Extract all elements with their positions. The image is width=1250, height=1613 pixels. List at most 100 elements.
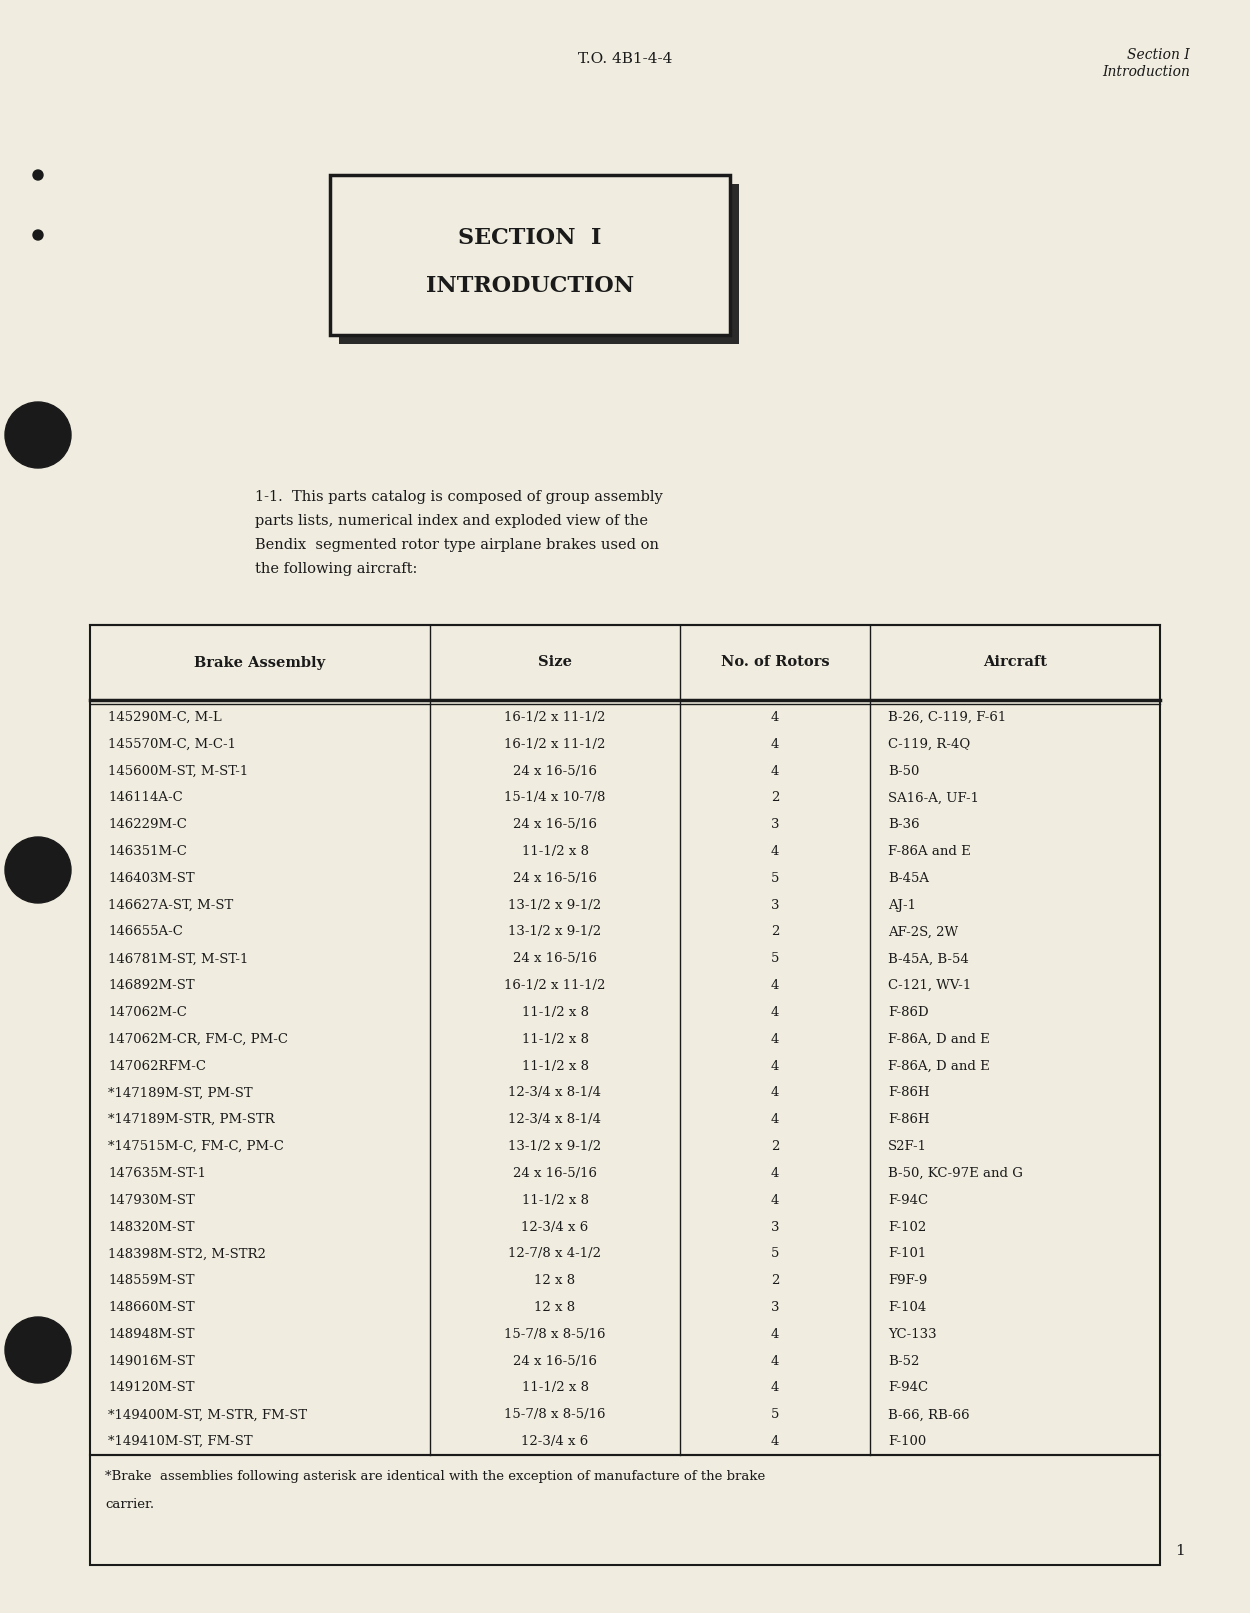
Text: 4: 4 bbox=[771, 1436, 779, 1448]
Text: 1-1.  This parts catalog is composed of group assembly: 1-1. This parts catalog is composed of g… bbox=[255, 490, 662, 503]
Text: 145570M-C, M-C-1: 145570M-C, M-C-1 bbox=[107, 737, 236, 750]
Text: F-86A, D and E: F-86A, D and E bbox=[888, 1032, 990, 1045]
Text: 3: 3 bbox=[771, 818, 779, 831]
Text: 147062RFM-C: 147062RFM-C bbox=[107, 1060, 206, 1073]
Text: 145290M-C, M-L: 145290M-C, M-L bbox=[107, 711, 221, 724]
Text: 146781M-ST, M-ST-1: 146781M-ST, M-ST-1 bbox=[107, 952, 249, 965]
Circle shape bbox=[32, 169, 43, 181]
Text: 4: 4 bbox=[771, 711, 779, 724]
Text: 4: 4 bbox=[771, 1327, 779, 1340]
Text: 16-1/2 x 11-1/2: 16-1/2 x 11-1/2 bbox=[504, 737, 606, 750]
Text: YC-133: YC-133 bbox=[888, 1327, 936, 1340]
Text: F-104: F-104 bbox=[888, 1302, 926, 1315]
Text: 5: 5 bbox=[771, 1408, 779, 1421]
Text: 4: 4 bbox=[771, 1381, 779, 1395]
Text: 12-3/4 x 6: 12-3/4 x 6 bbox=[521, 1436, 589, 1448]
Text: 15-7/8 x 8-5/16: 15-7/8 x 8-5/16 bbox=[504, 1327, 606, 1340]
Text: 11-1/2 x 8: 11-1/2 x 8 bbox=[521, 1381, 589, 1395]
Text: B-50: B-50 bbox=[888, 765, 920, 777]
Text: F-102: F-102 bbox=[888, 1221, 926, 1234]
Text: F-86A and E: F-86A and E bbox=[888, 845, 971, 858]
Text: 12-3/4 x 8-1/4: 12-3/4 x 8-1/4 bbox=[509, 1113, 601, 1126]
Text: parts lists, numerical index and exploded view of the: parts lists, numerical index and explode… bbox=[255, 515, 648, 527]
Text: 12 x 8: 12 x 8 bbox=[535, 1274, 575, 1287]
Circle shape bbox=[5, 837, 71, 903]
Text: 147062M-C: 147062M-C bbox=[107, 1007, 188, 1019]
Text: B-36: B-36 bbox=[888, 818, 920, 831]
Text: 2: 2 bbox=[771, 926, 779, 939]
Text: F-100: F-100 bbox=[888, 1436, 926, 1448]
Text: 149016M-ST: 149016M-ST bbox=[107, 1355, 195, 1368]
Text: F-94C: F-94C bbox=[888, 1194, 928, 1207]
Bar bbox=[339, 184, 739, 344]
Text: F-94C: F-94C bbox=[888, 1381, 928, 1395]
Text: INTRODUCTION: INTRODUCTION bbox=[426, 274, 634, 297]
Text: 2: 2 bbox=[771, 1140, 779, 1153]
Bar bbox=[330, 174, 730, 336]
Text: 13-1/2 x 9-1/2: 13-1/2 x 9-1/2 bbox=[509, 898, 601, 911]
Text: 146114A-C: 146114A-C bbox=[107, 792, 182, 805]
Text: Brake Assembly: Brake Assembly bbox=[195, 655, 325, 669]
Text: 4: 4 bbox=[771, 1087, 779, 1100]
Text: 4: 4 bbox=[771, 1060, 779, 1073]
Text: 4: 4 bbox=[771, 1355, 779, 1368]
Text: 146229M-C: 146229M-C bbox=[107, 818, 188, 831]
Text: 11-1/2 x 8: 11-1/2 x 8 bbox=[521, 1060, 589, 1073]
Text: 13-1/2 x 9-1/2: 13-1/2 x 9-1/2 bbox=[509, 1140, 601, 1153]
Circle shape bbox=[5, 402, 71, 468]
Text: B-45A, B-54: B-45A, B-54 bbox=[888, 952, 969, 965]
Text: 4: 4 bbox=[771, 845, 779, 858]
Text: 2: 2 bbox=[771, 1274, 779, 1287]
Text: 24 x 16-5/16: 24 x 16-5/16 bbox=[512, 1355, 598, 1368]
Text: 148660M-ST: 148660M-ST bbox=[107, 1302, 195, 1315]
Text: 4: 4 bbox=[771, 1194, 779, 1207]
Text: the following aircraft:: the following aircraft: bbox=[255, 561, 418, 576]
Text: Size: Size bbox=[538, 655, 572, 669]
Text: 4: 4 bbox=[771, 737, 779, 750]
Text: AF-2S, 2W: AF-2S, 2W bbox=[888, 926, 959, 939]
Text: B-50, KC-97E and G: B-50, KC-97E and G bbox=[888, 1166, 1022, 1179]
Text: 147930M-ST: 147930M-ST bbox=[107, 1194, 195, 1207]
Text: 145600M-ST, M-ST-1: 145600M-ST, M-ST-1 bbox=[107, 765, 249, 777]
Text: 24 x 16-5/16: 24 x 16-5/16 bbox=[512, 873, 598, 886]
Text: 147062M-CR, FM-C, PM-C: 147062M-CR, FM-C, PM-C bbox=[107, 1032, 288, 1045]
Text: *147515M-C, FM-C, PM-C: *147515M-C, FM-C, PM-C bbox=[107, 1140, 284, 1153]
Text: 3: 3 bbox=[771, 1302, 779, 1315]
Circle shape bbox=[5, 1316, 71, 1382]
Text: 13-1/2 x 9-1/2: 13-1/2 x 9-1/2 bbox=[509, 926, 601, 939]
Bar bbox=[90, 1455, 1160, 1565]
Text: 148320M-ST: 148320M-ST bbox=[107, 1221, 195, 1234]
Text: 24 x 16-5/16: 24 x 16-5/16 bbox=[512, 952, 598, 965]
Text: S2F-1: S2F-1 bbox=[888, 1140, 928, 1153]
Text: *147189M-STR, PM-STR: *147189M-STR, PM-STR bbox=[107, 1113, 275, 1126]
Text: F-86H: F-86H bbox=[888, 1087, 930, 1100]
Text: Aircraft: Aircraft bbox=[982, 655, 1048, 669]
Text: 24 x 16-5/16: 24 x 16-5/16 bbox=[512, 765, 598, 777]
Text: 4: 4 bbox=[771, 1007, 779, 1019]
Text: 149120M-ST: 149120M-ST bbox=[107, 1381, 195, 1395]
Text: 12-3/4 x 6: 12-3/4 x 6 bbox=[521, 1221, 589, 1234]
Text: 146655A-C: 146655A-C bbox=[107, 926, 182, 939]
Text: Introduction: Introduction bbox=[1102, 65, 1190, 79]
Text: F9F-9: F9F-9 bbox=[888, 1274, 928, 1287]
Text: F-86D: F-86D bbox=[888, 1007, 929, 1019]
Text: SA16-A, UF-1: SA16-A, UF-1 bbox=[888, 792, 979, 805]
Text: 3: 3 bbox=[771, 1221, 779, 1234]
Text: 4: 4 bbox=[771, 1166, 779, 1179]
Text: F-86H: F-86H bbox=[888, 1113, 930, 1126]
Circle shape bbox=[32, 231, 43, 240]
Text: T.O. 4B1-4-4: T.O. 4B1-4-4 bbox=[578, 52, 672, 66]
Text: F-86A, D and E: F-86A, D and E bbox=[888, 1060, 990, 1073]
Text: 147635M-ST-1: 147635M-ST-1 bbox=[107, 1166, 206, 1179]
Text: 2: 2 bbox=[771, 792, 779, 805]
Text: 16-1/2 x 11-1/2: 16-1/2 x 11-1/2 bbox=[504, 979, 606, 992]
Text: 11-1/2 x 8: 11-1/2 x 8 bbox=[521, 1194, 589, 1207]
Text: B-66, RB-66: B-66, RB-66 bbox=[888, 1408, 970, 1421]
Text: 146351M-C: 146351M-C bbox=[107, 845, 188, 858]
Text: 148398M-ST2, M-STR2: 148398M-ST2, M-STR2 bbox=[107, 1247, 266, 1260]
Text: 146627A-ST, M-ST: 146627A-ST, M-ST bbox=[107, 898, 234, 911]
Text: 148559M-ST: 148559M-ST bbox=[107, 1274, 195, 1287]
Text: *149400M-ST, M-STR, FM-ST: *149400M-ST, M-STR, FM-ST bbox=[107, 1408, 308, 1421]
Text: 12-7/8 x 4-1/2: 12-7/8 x 4-1/2 bbox=[509, 1247, 601, 1260]
Text: SECTION  I: SECTION I bbox=[459, 227, 601, 248]
